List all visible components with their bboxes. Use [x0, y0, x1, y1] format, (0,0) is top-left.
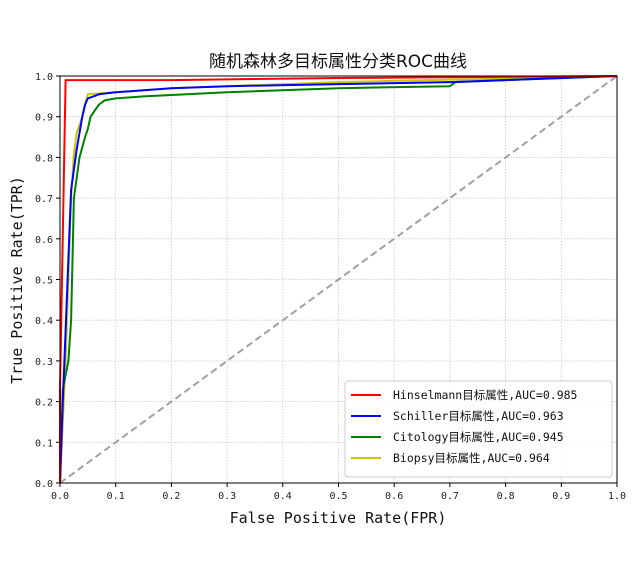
x-tick-label: 1.0 — [608, 491, 626, 502]
y-tick-label: 0.7 — [35, 194, 53, 205]
x-tick-label: 0.0 — [51, 491, 69, 502]
y-tick-label: 0.8 — [35, 153, 53, 164]
y-tick-label: 0.6 — [35, 235, 53, 246]
legend-entry: Citology目标属性,AUC=0.945 — [393, 430, 564, 444]
roc-curve — [59, 75, 618, 484]
x-tick-label: 0.2 — [162, 491, 180, 502]
x-tick-label: 0.9 — [552, 491, 570, 502]
chance-diagonal-line — [59, 75, 618, 484]
y-axis-ticks: 0.0 0.1 0.2 0.3 0.4 0.5 0.6 0.7 0.8 0.9 1.0 — [35, 72, 60, 490]
x-tick-label: 0.1 — [107, 491, 125, 502]
y-tick-label: 0.5 — [35, 276, 53, 287]
legend-box — [344, 380, 613, 478]
x-tick-label: 0.4 — [274, 491, 292, 502]
roc-curve — [59, 75, 618, 484]
y-tick-label: 1.0 — [35, 72, 53, 83]
x-tick-label: 0.3 — [218, 491, 236, 502]
y-tick-label: 0.1 — [35, 438, 53, 449]
y-tick-label: 0.9 — [35, 113, 53, 124]
legend-entry: Schiller目标属性,AUC=0.963 — [393, 409, 564, 423]
x-axis-ticks: 0.0 0.1 0.2 0.3 0.4 0.5 0.6 0.7 0.8 0.9 1.0 — [51, 483, 626, 502]
chart-title: 随机森林多目标属性分类ROC曲线 — [209, 52, 467, 72]
y-tick-label: 0.4 — [35, 316, 53, 327]
x-tick-label: 0.8 — [497, 491, 515, 502]
x-axis-label: False Positive Rate(FPR) — [230, 509, 447, 527]
legend-entry: Hinselmann目标属性,AUC=0.985 — [393, 388, 577, 402]
x-tick-label: 0.5 — [329, 491, 347, 502]
x-tick-label: 0.6 — [385, 491, 403, 502]
legend-entry: Biopsy目标属性,AUC=0.964 — [393, 451, 550, 465]
y-tick-label: 0.0 — [35, 479, 53, 490]
roc-curves — [59, 75, 618, 484]
y-axis-label: True Positive Rate(TPR) — [8, 176, 26, 384]
x-tick-label: 0.7 — [441, 491, 459, 502]
y-tick-label: 0.3 — [35, 357, 53, 368]
legend: Hinselmann目标属性,AUC=0.985 Schiller目标属性,AUC… — [344, 380, 613, 478]
y-tick-label: 0.2 — [35, 398, 53, 409]
